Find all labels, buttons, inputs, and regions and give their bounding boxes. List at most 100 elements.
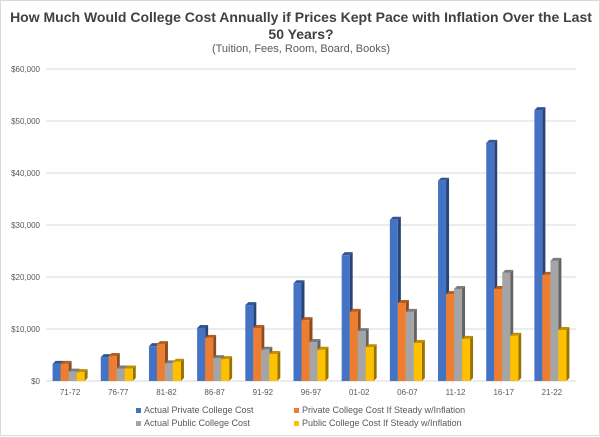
bar-side: [373, 344, 377, 381]
x-tick-label: 21-22: [542, 388, 563, 397]
bar-top: [405, 308, 417, 312]
bar-top: [438, 177, 450, 181]
bar: [317, 349, 326, 381]
bar-top: [462, 335, 474, 339]
legend-item: Actual Public College Cost: [136, 418, 294, 428]
bar-side: [325, 346, 329, 381]
bar-top: [197, 324, 209, 328]
bar: [550, 260, 559, 381]
bar: [124, 368, 133, 381]
bar: [261, 349, 270, 381]
bar-top: [510, 332, 522, 336]
bar-top: [124, 365, 136, 369]
bar: [68, 371, 77, 381]
bar: [116, 368, 125, 381]
bar: [405, 311, 414, 381]
legend-label: Actual Public College Cost: [144, 418, 251, 428]
bar-side: [180, 358, 184, 381]
bar: [156, 344, 165, 381]
bar: [413, 343, 422, 381]
bar: [438, 180, 447, 381]
bar: [76, 372, 85, 381]
y-tick-label: $40,000: [11, 169, 40, 178]
bar: [462, 338, 471, 381]
bar: [293, 283, 302, 381]
bar-top: [309, 339, 321, 342]
bar-top: [245, 302, 257, 306]
legend-label: Private College Cost If Steady w/Inflati…: [302, 405, 466, 415]
y-tick-label: $10,000: [11, 325, 40, 334]
x-tick-label: 81-82: [156, 388, 177, 397]
legend-swatch: [294, 407, 299, 413]
x-tick-label: 01-02: [349, 388, 370, 397]
bar-top: [108, 353, 120, 357]
bar-top: [301, 317, 313, 321]
bar: [205, 337, 214, 381]
x-tick-label: 91-92: [253, 388, 274, 397]
bar: [365, 347, 374, 381]
bar: [446, 294, 455, 381]
bar-side: [277, 350, 281, 381]
x-tick-label: 96-97: [301, 388, 322, 397]
bar-top: [205, 334, 217, 338]
bar-top: [60, 360, 72, 364]
bar: [269, 353, 278, 381]
bar-top: [486, 139, 498, 143]
bar: [221, 359, 230, 381]
bar-top: [365, 344, 377, 348]
bar-side: [132, 365, 136, 381]
bar-top: [116, 365, 128, 369]
bar-top: [261, 346, 273, 350]
bar-top: [534, 107, 546, 111]
bar: [510, 335, 519, 381]
bar: [164, 363, 173, 381]
bar: [349, 311, 358, 381]
bar-side: [566, 327, 570, 381]
y-tick-label: $60,000: [11, 65, 40, 74]
bar-side: [84, 369, 88, 381]
y-tick-label: $0: [31, 377, 40, 386]
bar-side: [518, 332, 522, 381]
bar-top: [349, 308, 361, 312]
bar: [534, 110, 543, 381]
bar: [502, 272, 511, 381]
chart-title: How Much Would College Cost Annually if …: [10, 9, 592, 42]
bar: [213, 358, 222, 381]
bar-top: [253, 324, 265, 328]
bar-top: [68, 368, 80, 372]
bar: [52, 363, 61, 381]
bar-top: [397, 300, 409, 303]
bar-top: [558, 327, 570, 331]
legend: Actual Private College Cost Private Colle…: [136, 405, 536, 428]
bar-top: [52, 360, 64, 364]
x-tick-label: 11-12: [446, 388, 466, 397]
bar-top: [172, 358, 184, 362]
x-tick-label: 76-77: [108, 388, 129, 397]
x-tick-label: 86-87: [204, 388, 225, 397]
y-tick-label: $20,000: [11, 273, 40, 282]
bar-top: [454, 285, 466, 289]
bar: [341, 255, 350, 381]
bar-top: [293, 280, 305, 284]
bar: [253, 327, 262, 381]
bar: [100, 357, 109, 381]
legend-label: Actual Private College Cost: [144, 405, 254, 415]
y-tick-label: $50,000: [11, 117, 40, 126]
bar-top: [317, 346, 329, 350]
legend-swatch: [294, 420, 299, 426]
bar-top: [502, 269, 514, 273]
bar: [486, 142, 495, 381]
bar: [558, 330, 567, 381]
bar: [108, 356, 117, 381]
x-tick-label: 71-72: [60, 388, 81, 397]
legend-item: Public College Cost If Steady w/Inflatio…: [294, 418, 514, 428]
legend-item: Actual Private College Cost: [136, 405, 294, 415]
bar-top: [413, 340, 425, 344]
bar: [148, 346, 157, 381]
bar-side: [421, 340, 425, 381]
legend-swatch: [136, 407, 141, 413]
bar-top: [341, 252, 353, 256]
chart-subtitle: (Tuition, Fees, Room, Board, Books): [211, 43, 391, 55]
bar: [197, 327, 206, 381]
